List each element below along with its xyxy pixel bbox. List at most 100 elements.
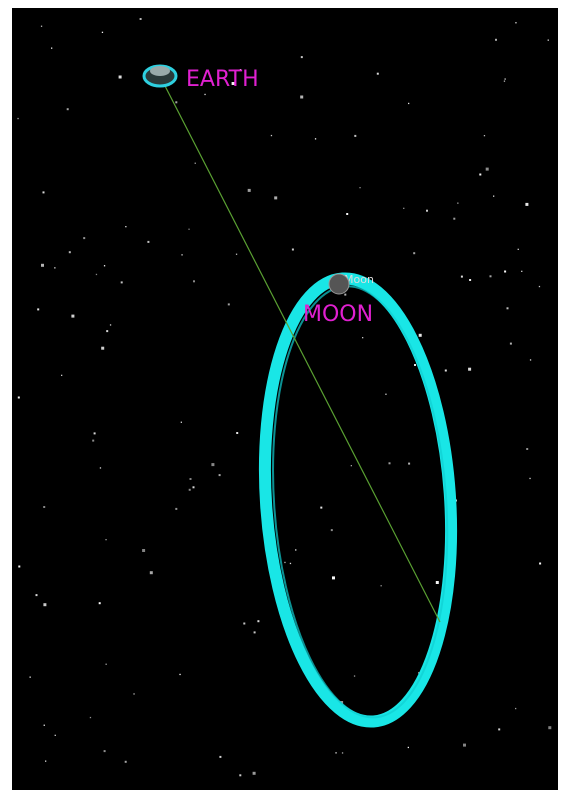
star <box>413 252 416 255</box>
moon-label: MOON <box>303 302 373 327</box>
star <box>463 743 466 747</box>
star <box>120 281 123 284</box>
earth <box>142 64 178 88</box>
star <box>418 333 422 337</box>
star <box>483 135 486 137</box>
star <box>253 631 256 634</box>
star <box>414 364 416 366</box>
star <box>498 728 501 731</box>
star <box>211 463 215 467</box>
star <box>385 393 387 395</box>
star <box>227 303 230 306</box>
star-field <box>17 18 552 777</box>
star <box>40 25 43 27</box>
star <box>106 330 109 333</box>
star <box>295 549 297 551</box>
star <box>41 263 44 267</box>
star <box>332 576 335 580</box>
star <box>95 273 98 276</box>
star <box>204 93 206 96</box>
star <box>515 707 517 710</box>
star <box>105 663 107 665</box>
star <box>71 314 75 318</box>
star <box>189 478 192 480</box>
star <box>54 734 56 736</box>
star <box>403 207 405 209</box>
star <box>376 72 379 75</box>
star <box>125 226 127 228</box>
star <box>504 270 507 273</box>
star <box>142 549 146 552</box>
star <box>99 467 102 469</box>
star <box>346 213 349 215</box>
star <box>54 267 56 269</box>
star <box>18 565 21 568</box>
star <box>435 581 439 584</box>
star <box>479 173 482 176</box>
star <box>17 396 20 399</box>
star <box>444 369 447 372</box>
star <box>193 280 195 283</box>
star <box>181 254 183 256</box>
star <box>236 432 239 434</box>
space-background <box>12 8 558 790</box>
star <box>43 506 46 508</box>
star <box>274 196 278 200</box>
star <box>354 134 357 137</box>
star <box>179 673 181 676</box>
earth-highlight <box>150 66 170 76</box>
star <box>92 439 95 442</box>
star <box>239 69 242 71</box>
star <box>426 209 428 212</box>
star <box>529 359 532 361</box>
star <box>124 760 127 763</box>
star <box>408 462 411 465</box>
star <box>103 750 106 753</box>
star <box>468 367 472 371</box>
star <box>219 755 222 758</box>
star <box>257 620 260 623</box>
star <box>359 187 361 189</box>
star <box>525 202 529 206</box>
star <box>118 75 122 79</box>
star <box>515 22 517 24</box>
star <box>517 248 519 250</box>
star <box>239 774 242 777</box>
earth-line <box>163 83 441 623</box>
star <box>460 275 463 278</box>
star <box>504 78 506 80</box>
star <box>43 603 47 607</box>
moon-body <box>328 273 350 295</box>
star <box>335 752 337 754</box>
star <box>457 202 459 204</box>
star <box>341 752 344 754</box>
star <box>529 477 531 480</box>
star <box>408 102 410 105</box>
star <box>538 285 541 288</box>
star <box>192 486 195 489</box>
star <box>489 275 492 278</box>
star <box>103 265 106 267</box>
star <box>521 270 523 272</box>
star <box>175 507 178 510</box>
star <box>89 716 92 719</box>
star <box>509 342 512 345</box>
star <box>380 585 382 587</box>
star <box>139 18 142 20</box>
star <box>133 693 135 695</box>
star <box>526 448 529 450</box>
earth-label: EARTH <box>186 67 259 92</box>
star <box>109 324 112 326</box>
star <box>42 191 45 194</box>
star <box>284 561 286 564</box>
star <box>547 39 549 41</box>
star <box>503 80 506 82</box>
star <box>330 529 333 532</box>
star <box>98 602 101 605</box>
star <box>147 240 150 243</box>
star <box>469 279 472 281</box>
star <box>344 293 347 296</box>
star <box>83 237 86 240</box>
